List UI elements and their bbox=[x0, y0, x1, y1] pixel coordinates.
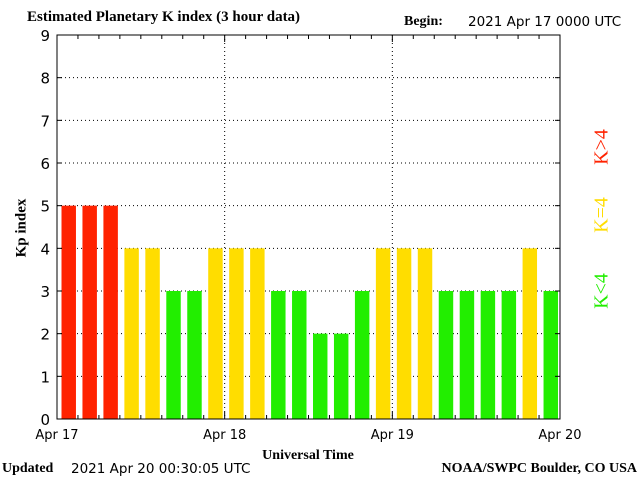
y-tick-label: 0 bbox=[40, 411, 50, 429]
updated-label: Updated bbox=[2, 461, 54, 476]
bar bbox=[250, 248, 265, 419]
bar bbox=[543, 291, 558, 419]
legend-k-greater-4: K>4 bbox=[590, 129, 613, 165]
bar bbox=[522, 248, 538, 419]
bar bbox=[480, 291, 496, 419]
x-tick-label: Apr 18 bbox=[203, 428, 246, 443]
legend-k-less-4: K<4 bbox=[590, 273, 613, 309]
chart-title: Estimated Planetary K index (3 hour data… bbox=[27, 9, 301, 25]
bar bbox=[166, 291, 181, 419]
y-tick-label: 1 bbox=[40, 368, 50, 386]
y-tick-label: 8 bbox=[40, 70, 50, 88]
updated-value: 2021 Apr 20 00:30:05 UTC bbox=[71, 461, 251, 477]
y-tick-label: 2 bbox=[40, 326, 50, 344]
y-tick-label: 7 bbox=[40, 112, 50, 130]
bar bbox=[313, 333, 328, 419]
bar bbox=[292, 291, 307, 419]
bar bbox=[354, 291, 370, 419]
bar bbox=[459, 291, 475, 419]
y-axis-label: Kp index bbox=[13, 198, 30, 258]
bar bbox=[187, 291, 202, 419]
bar bbox=[271, 291, 286, 419]
bar bbox=[417, 248, 433, 419]
y-tick-label: 5 bbox=[40, 198, 50, 216]
source-credit: NOAA/SWPC Boulder, CO USA bbox=[441, 461, 637, 476]
y-tick-label: 6 bbox=[40, 155, 50, 173]
y-tick-label: 9 bbox=[40, 27, 50, 45]
x-tick-label: Apr 19 bbox=[371, 428, 414, 443]
y-tick-label: 3 bbox=[40, 283, 50, 301]
begin-value: 2021 Apr 17 0000 UTC bbox=[468, 14, 622, 30]
bar bbox=[229, 248, 244, 419]
bar bbox=[145, 248, 160, 419]
y-tick-label: 4 bbox=[40, 240, 50, 258]
bar bbox=[501, 291, 517, 419]
bar bbox=[82, 205, 97, 419]
bar bbox=[124, 248, 139, 419]
x-axis-label: Universal Time bbox=[262, 448, 354, 463]
bar bbox=[103, 205, 118, 419]
bar bbox=[333, 333, 349, 419]
bar bbox=[61, 205, 76, 419]
begin-label: Begin: bbox=[404, 14, 443, 29]
bar bbox=[375, 248, 391, 419]
bar bbox=[438, 291, 454, 419]
legend-k-equal-4: K=4 bbox=[590, 197, 613, 233]
bar bbox=[208, 248, 223, 419]
bar bbox=[396, 248, 412, 419]
x-tick-label: Apr 20 bbox=[538, 428, 581, 443]
x-tick-label: Apr 17 bbox=[35, 428, 78, 443]
